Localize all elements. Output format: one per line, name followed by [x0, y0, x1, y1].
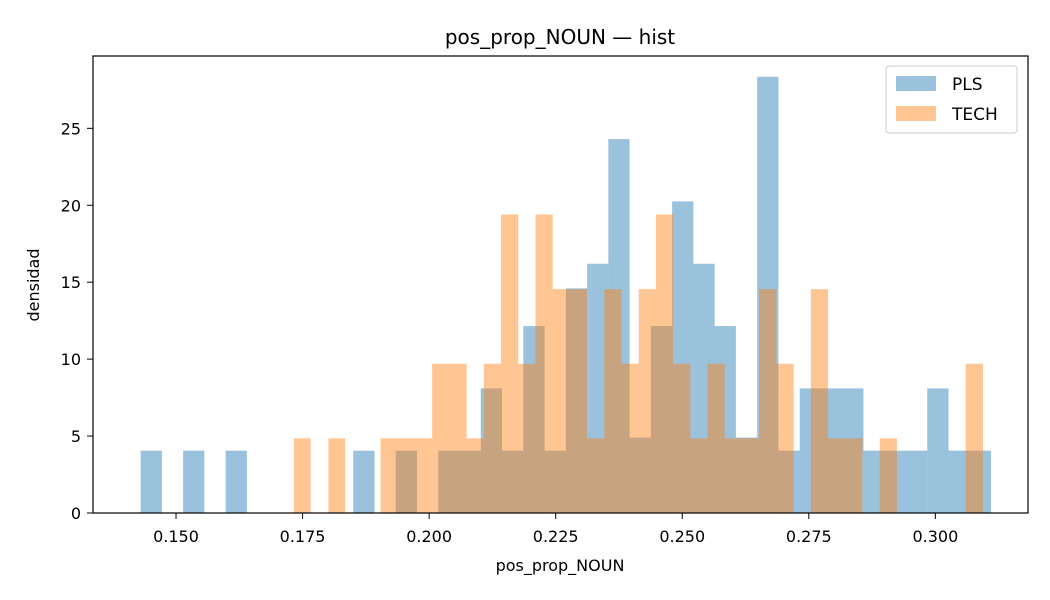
histogram-bar-tech-8 [483, 363, 502, 513]
histogram-bar-pls-2 [225, 450, 247, 513]
y-axis-ticks: 0 5 10 15 20 25 [61, 119, 93, 523]
x-tick-label: 0.175 [280, 527, 326, 546]
histogram-bar-tech-3 [397, 438, 415, 513]
histogram-bar-tech-1 [328, 438, 346, 513]
histogram-bar-pls-30 [969, 450, 992, 513]
histogram-bar-tech-6 [449, 363, 467, 513]
histogram-bar-pls-24 [842, 388, 864, 513]
x-tick-label: 0.250 [659, 527, 705, 546]
y-tick-label: 15 [61, 273, 81, 292]
legend-label-tech: TECH [951, 105, 998, 125]
legend-box [885, 65, 1018, 134]
histogram-bar-tech-16 [621, 363, 639, 513]
histogram-bar-pls-13 [608, 139, 630, 513]
histogram-bar-tech-25 [776, 363, 794, 513]
histogram-bar-pls-14 [629, 437, 651, 513]
histogram-bar-tech-22 [724, 438, 742, 513]
histogram-bar-pls-3 [353, 450, 375, 513]
histogram-bar-tech-17 [638, 289, 656, 513]
y-tick-label: 10 [61, 350, 81, 369]
histogram-bar-tech-23 [741, 438, 760, 513]
histogram-bar-pls-28 [927, 388, 949, 513]
histogram-bar-tech-20 [690, 438, 708, 513]
legend-label-pls: PLS [952, 75, 983, 95]
y-tick-label: 25 [61, 119, 81, 138]
x-tick-label: 0.150 [153, 527, 199, 546]
x-axis-label: pos_prop_NOUN [496, 556, 625, 576]
legend-swatch-tech [896, 106, 936, 121]
histogram-bar-pls-26 [884, 450, 906, 513]
y-tick-label: 0 [71, 504, 81, 523]
histogram-bar-tech-29 [879, 438, 897, 513]
histogram-bar-pls-0 [140, 450, 162, 513]
histogram-bar-tech-28 [845, 438, 863, 513]
x-tick-label: 0.225 [533, 527, 579, 546]
histogram-bar-pls-4 [395, 450, 417, 513]
histogram-bar-tech-4 [414, 438, 433, 513]
histogram-bar-pls-27 [906, 450, 928, 513]
histogram-bar-tech-11 [535, 214, 553, 514]
x-axis-ticks: 0.150 0.175 0.200 0.225 0.250 0.275 0.300 [153, 513, 958, 546]
x-tick-label: 0.300 [912, 527, 958, 546]
legend-swatch-pls [896, 76, 936, 91]
histogram-bar-pls-6 [459, 450, 481, 513]
histogram-bar-pls-15 [650, 326, 673, 513]
histogram-bar-pls-5 [438, 450, 460, 513]
histogram-bar-tech-30 [965, 363, 983, 513]
histogram-bar-pls-10 [544, 450, 566, 513]
histogram-bar-pls-25 [863, 450, 885, 513]
histogram-bar-tech-12 [552, 289, 570, 513]
chart-title: pos_prop_NOUN — hist [445, 25, 675, 49]
y-tick-label: 20 [61, 196, 81, 215]
histogram-bar-tech-13 [569, 289, 588, 513]
histogram-bar-pls-21 [778, 450, 800, 513]
histogram-bar-pls-12 [587, 263, 609, 513]
histogram-bar-tech-26 [810, 289, 829, 513]
histogram-bar-pls-29 [948, 450, 970, 513]
histogram-bar-tech-27 [828, 438, 846, 513]
histogram-bar-pls-22 [799, 388, 821, 513]
histogram-bar-tech-2 [380, 438, 398, 513]
x-tick-label: 0.200 [406, 527, 452, 546]
histogram-bar-tech-10 [518, 363, 536, 513]
histogram-bar-tech-18 [655, 214, 674, 514]
histogram-bar-tech-24 [759, 289, 777, 513]
histogram-bar-pls-1 [183, 450, 205, 513]
x-tick-label: 0.275 [786, 527, 832, 546]
histogram-bar-pls-8 [502, 450, 524, 513]
y-tick-label: 5 [71, 427, 81, 446]
histogram-bar-pls-7 [480, 388, 503, 513]
histogram-bar-tech-21 [707, 363, 725, 513]
bars-layer [140, 76, 992, 514]
y-axis-label: densidad [24, 248, 43, 321]
histogram-bar-tech-5 [432, 363, 450, 513]
histogram-bar-tech-19 [673, 363, 691, 513]
histogram-bar-pls-18 [714, 326, 736, 513]
histogram-bar-pls-20 [757, 76, 779, 514]
histogram-bar-tech-15 [604, 289, 622, 513]
histogram-bar-pls-17 [693, 263, 715, 513]
histogram-bar-pls-23 [820, 388, 843, 513]
histogram-bar-pls-11 [565, 288, 588, 513]
histogram-bar-tech-14 [587, 438, 605, 513]
histogram-bar-tech-9 [501, 214, 519, 514]
legend: PLS TECH [885, 65, 1018, 134]
histogram-bar-tech-0 [293, 438, 311, 513]
plot-frame [92, 55, 1029, 514]
histogram-bar-pls-16 [672, 201, 694, 513]
histogram-bar-pls-19 [735, 437, 758, 513]
histogram-bar-tech-7 [466, 438, 484, 513]
histogram-bar-pls-9 [523, 326, 545, 513]
